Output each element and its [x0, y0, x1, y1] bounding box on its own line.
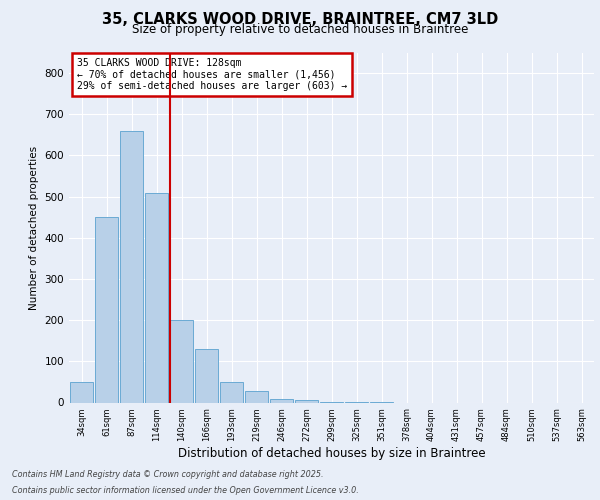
- Bar: [269, 399, 293, 402]
- Text: Size of property relative to detached houses in Braintree: Size of property relative to detached ho…: [132, 22, 468, 36]
- Bar: [245, 391, 268, 402]
- Y-axis label: Number of detached properties: Number of detached properties: [29, 146, 39, 310]
- Bar: [70, 382, 94, 402]
- Text: 35 CLARKS WOOD DRIVE: 128sqm
← 70% of detached houses are smaller (1,456)
29% of: 35 CLARKS WOOD DRIVE: 128sqm ← 70% of de…: [77, 58, 347, 91]
- Bar: [95, 217, 118, 402]
- Text: Contains public sector information licensed under the Open Government Licence v3: Contains public sector information licen…: [12, 486, 359, 495]
- Bar: [145, 192, 169, 402]
- Bar: [194, 349, 218, 403]
- Bar: [295, 400, 319, 402]
- Bar: [220, 382, 244, 402]
- Bar: [119, 130, 143, 402]
- X-axis label: Distribution of detached houses by size in Braintree: Distribution of detached houses by size …: [178, 447, 485, 460]
- Text: Contains HM Land Registry data © Crown copyright and database right 2025.: Contains HM Land Registry data © Crown c…: [12, 470, 323, 479]
- Bar: [170, 320, 193, 402]
- Text: 35, CLARKS WOOD DRIVE, BRAINTREE, CM7 3LD: 35, CLARKS WOOD DRIVE, BRAINTREE, CM7 3L…: [102, 12, 498, 28]
